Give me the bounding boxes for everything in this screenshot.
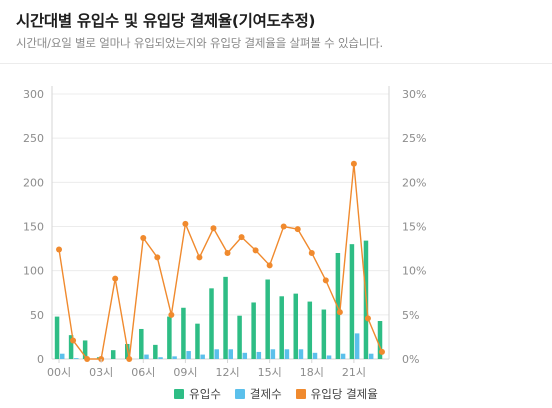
bar-inflow [82,340,88,359]
bar-inflow [223,276,228,359]
rate-point [70,337,77,344]
y-right-tick-label: 0% [402,353,419,366]
legend-swatch-payments [234,389,245,399]
bar-payments [256,351,262,359]
bar-payments [270,349,276,359]
rate-point [140,234,147,241]
rate-point [154,254,161,261]
y-right-tick-label: 25% [402,132,426,145]
bar-inflow [54,316,60,359]
rate-point [294,226,301,233]
rate-point [322,277,329,284]
rate-point [112,275,119,282]
bar-payments [368,353,374,359]
legend-item-inflow[interactable]: 유입수 [174,386,221,402]
legend-item-payments[interactable]: 결제수 [234,386,282,402]
bar-inflow [139,328,144,359]
bar-inflow [237,315,242,359]
x-tick-label: 09시 [173,366,197,379]
x-tick-label: 03시 [89,366,113,379]
rate-point [252,247,259,254]
y-right-tick-label: 20% [402,176,426,189]
rate-point [238,234,245,241]
bar-inflow [195,323,200,359]
x-tick-label: 18시 [300,366,324,379]
rate-point [56,246,63,253]
rate-point [378,348,385,355]
bar-payments [172,356,177,359]
header-divider [0,63,552,64]
bar-payments [186,351,191,359]
bar-inflow [307,301,313,359]
bar-inflow [377,321,383,359]
x-tick-label: 12시 [215,366,239,379]
bar-payments [144,354,149,359]
x-tick-label: 21시 [342,366,366,379]
y-left-tick-label: 200 [23,176,44,189]
rate-point [266,262,273,269]
bar-inflow [209,288,214,359]
bar-payments [340,353,346,359]
x-tick-label: 06시 [131,366,155,379]
y-right-tick-label: 30% [402,88,426,101]
bar-payments [214,349,219,359]
chart-title: 시간대별 유입수 및 유입당 결제율(기여도추정) [16,12,316,30]
y-right-tick-label: 10% [402,265,426,278]
y-left-tick-label: 150 [23,221,44,234]
chart-subtitle: 시간대/요일 별로 얼마나 유입되었는지와 유입당 결제율을 살펴볼 수 있습니… [16,36,383,50]
y-left-tick-label: 0 [37,353,44,366]
rate-series-line [58,163,383,360]
bar-inflow [349,244,355,359]
bar-payments [312,352,318,359]
rate-point [364,315,371,322]
bar-payments [158,357,163,359]
legend-swatch-rate [295,389,306,399]
bar-payments [74,358,79,359]
bar-payments [284,349,290,359]
rate-point [210,225,217,232]
rate-point [126,356,133,362]
y-left-tick-label: 250 [23,132,44,145]
bar-payments [354,333,360,359]
rate-point [224,250,231,256]
legend-item-rate[interactable]: 유입당 결제율 [295,386,378,402]
y-right-tick-label: 15% [402,221,426,234]
bar-inflow [153,344,158,359]
x-tick-label: 00시 [47,366,71,379]
bar-inflow [279,296,284,359]
y-left-tick-label: 50 [30,309,44,322]
hourly-inflow-chart: 0 50 100 150 200 250 300 0% 5% 10% 15% 20% 25% 30% 00시… [23,86,426,379]
bar-payments [60,353,65,359]
bar-inflow [68,335,74,359]
y-left-tick-label: 300 [23,88,44,101]
rate-point [350,160,357,167]
bar-inflow [293,293,299,359]
bar-inflow [265,279,270,359]
rate-point [308,250,315,256]
bar-inflow [251,302,256,359]
bar-payments [200,354,205,359]
rate-point [168,311,175,318]
rate-point [84,356,91,362]
legend-swatch-inflow [174,389,185,399]
bar-inflow [181,307,186,359]
rate-point [280,223,287,230]
bar-payments [298,349,304,359]
bar-payments [228,349,233,359]
rate-point [196,254,203,261]
bar-payments [326,355,332,359]
legend-label-payments: 결제수 [249,387,282,401]
bar-inflow [110,350,116,359]
rate-point [182,220,189,227]
bar-inflow [167,316,172,359]
x-tick-label: 15시 [258,366,282,379]
legend-label-inflow: 유입수 [189,387,221,401]
chart-legend: 유입수 결제수 유입당 결제율 [0,385,552,403]
bar-inflow [321,309,327,359]
y-left-tick-label: 100 [23,265,44,278]
y-right-tick-label: 5% [402,309,419,322]
rate-point [336,309,343,316]
bar-payments [242,352,248,359]
legend-label-rate: 유입당 결제율 [310,387,378,401]
